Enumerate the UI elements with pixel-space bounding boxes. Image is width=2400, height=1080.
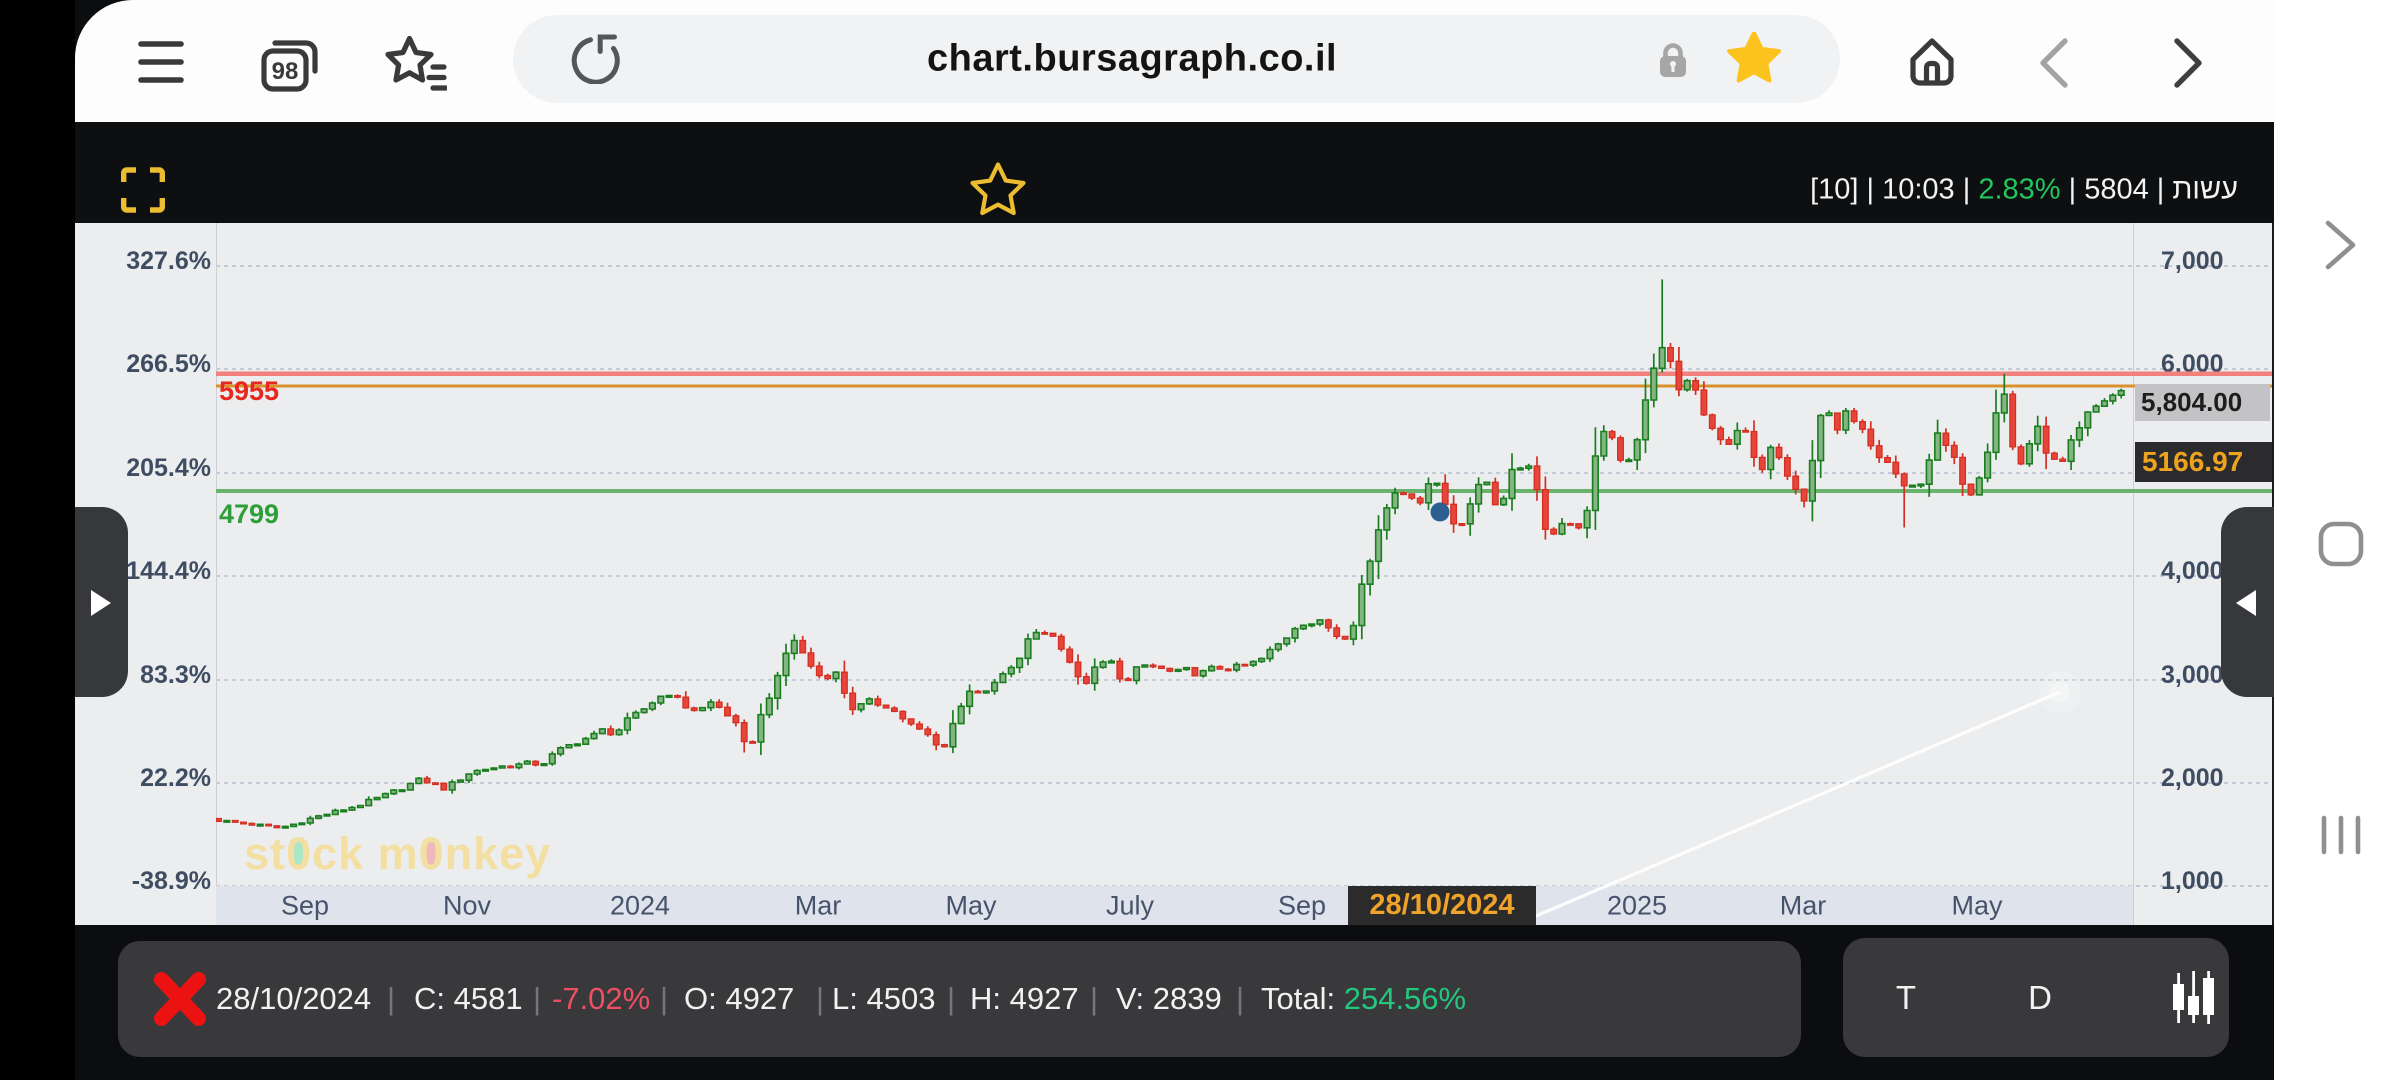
svg-text:98: 98	[272, 58, 299, 85]
